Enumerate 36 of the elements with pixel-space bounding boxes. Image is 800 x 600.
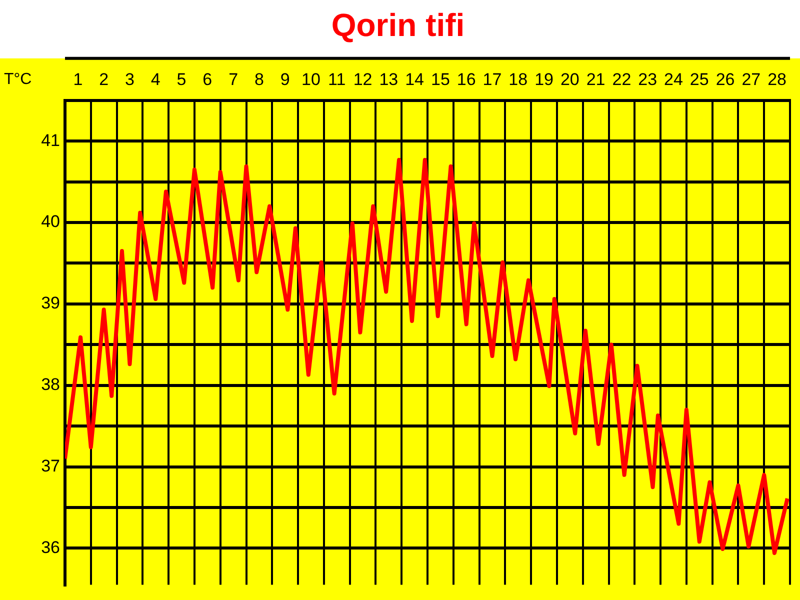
x-tick-label: 19 — [534, 70, 554, 89]
x-tick-label: 9 — [280, 70, 290, 89]
x-tick-label: 12 — [353, 70, 372, 89]
x-tick-label: 3 — [125, 70, 134, 89]
x-tick-label: 11 — [328, 70, 346, 89]
x-tick-label: 17 — [482, 70, 502, 89]
y-axis-title: T°C — [4, 70, 32, 88]
x-tick-label: 16 — [456, 70, 476, 89]
x-tick-label: 8 — [254, 70, 264, 89]
x-tick-label: 7 — [228, 70, 238, 89]
x-tick-label: 20 — [560, 70, 580, 89]
y-tick-label: 41 — [41, 130, 60, 150]
x-tick-label: 28 — [768, 70, 787, 89]
y-tick-label: 40 — [41, 212, 60, 232]
x-tick-label: 21 — [586, 70, 606, 89]
x-tick-label: 1 — [73, 70, 83, 89]
x-tick-label: 25 — [690, 70, 709, 89]
x-tick-label: 24 — [664, 70, 683, 89]
x-tick-label: 13 — [379, 70, 398, 89]
y-tick-label: 38 — [41, 375, 60, 394]
x-tick-label: 14 — [405, 70, 424, 89]
y-tick-label: 36 — [41, 538, 60, 557]
y-tick-label: 39 — [41, 294, 60, 313]
x-tick-label: 10 — [302, 70, 320, 89]
y-tick-label: 37 — [41, 456, 60, 476]
x-tick-label: 18 — [508, 70, 528, 89]
x-tick-label: 22 — [612, 70, 632, 89]
x-tick-label: 26 — [716, 70, 735, 89]
x-tick-label: 23 — [638, 70, 658, 89]
x-tick-label: 15 — [430, 70, 450, 89]
x-tick-label: 27 — [742, 70, 761, 89]
x-tick-label: 6 — [202, 70, 212, 89]
chart-title: Qorin tifi — [331, 7, 465, 44]
x-tick-label: 4 — [150, 70, 160, 89]
x-tick-label: 2 — [99, 70, 109, 89]
x-tick-label: 5 — [176, 70, 186, 89]
